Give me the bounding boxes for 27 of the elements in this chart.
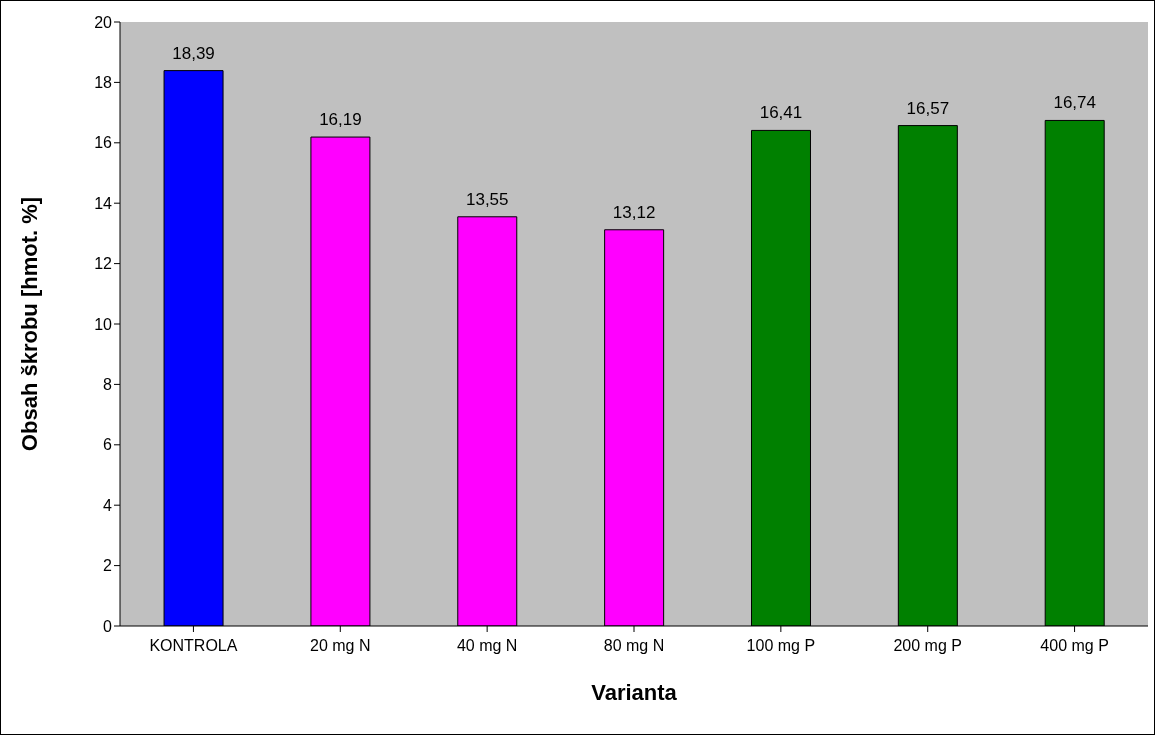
y-tick-label: 4 [103,496,113,514]
y-axis-title: Obsah škrobu [hmot. %] [16,196,42,452]
x-tick-label: KONTROLA [149,637,238,655]
y-tick-label: 18 [94,74,113,92]
data-label: 16,41 [759,103,803,123]
y-tick-label: 10 [94,315,113,333]
x-tick-label: 100 mg P [746,637,816,655]
x-tick-label: 400 mg P [1040,637,1109,655]
x-axis-title: Varianta [591,680,678,705]
data-label: 13,12 [612,202,656,222]
y-tick-label: 2 [103,557,113,575]
x-tick-label: 40 mg N [456,637,518,655]
data-label: 13,55 [466,189,509,209]
data-label: 16,74 [1053,93,1096,113]
y-tick-label: 0 [103,617,113,635]
y-tick-label: 20 [94,13,113,31]
x-tick-label: 80 mg N [603,637,665,655]
y-tick-label: 14 [94,194,113,212]
data-label: 18,39 [172,43,215,63]
x-tick-label: 20 mg N [310,637,371,655]
data-label: 16,57 [906,98,950,118]
x-tick-label: 200 mg P [893,637,962,655]
data-label: 16,19 [319,110,362,130]
y-tick-label: 6 [103,436,113,454]
y-tick-label: 8 [103,376,113,394]
y-tick-label: 12 [94,255,113,273]
y-tick-label: 16 [94,134,113,152]
